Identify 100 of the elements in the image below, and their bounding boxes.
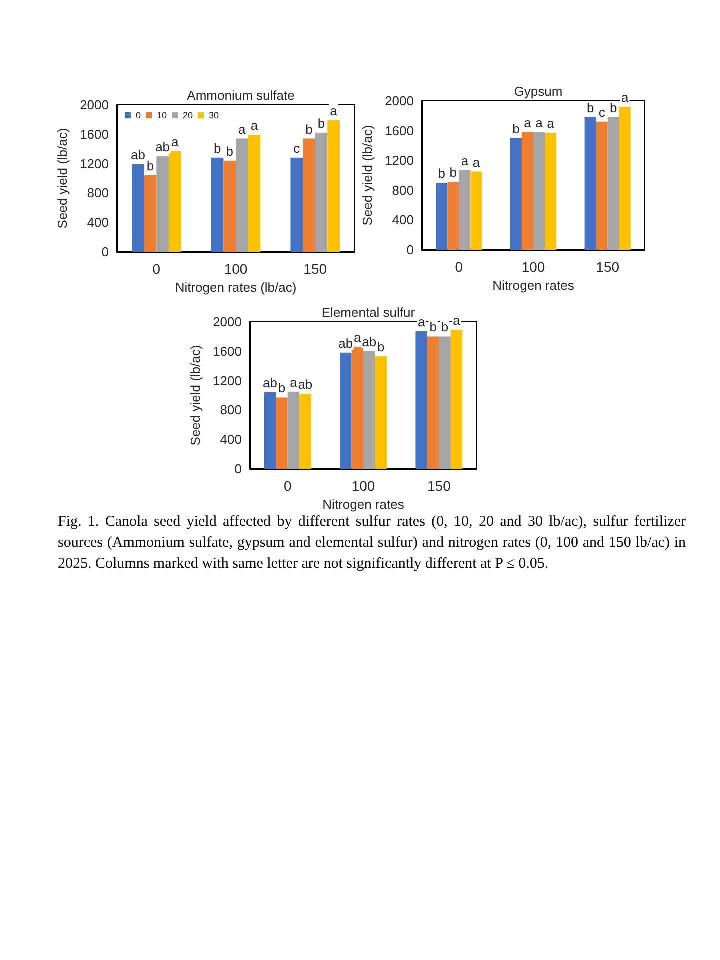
x-tick-label: 150 (304, 261, 328, 277)
bar (132, 164, 144, 252)
data-label: b (306, 122, 313, 137)
bar (584, 117, 596, 250)
y-tick-label: 400 (87, 215, 109, 230)
bar (364, 351, 376, 469)
y-axis-title: Seed yield (lb/ac) (360, 125, 376, 226)
bar (276, 398, 288, 469)
chart-title: Elemental sulfur (322, 305, 416, 320)
bar (470, 172, 482, 250)
data-label: a (171, 134, 180, 150)
data-label: ab (338, 336, 354, 351)
bar (427, 336, 440, 469)
y-tick-label: 1600 (385, 123, 414, 138)
data-label: a (330, 103, 338, 118)
data-label: b (450, 165, 458, 180)
bar (144, 176, 157, 252)
bar (300, 394, 312, 469)
bar (436, 182, 448, 250)
legend-label: 10 (157, 110, 168, 120)
bar (596, 122, 608, 250)
y-tick-label: 800 (220, 402, 242, 418)
data-label: b (610, 100, 618, 116)
bar (352, 346, 364, 469)
bar (510, 138, 522, 250)
y-tick-label: 1600 (213, 344, 242, 359)
data-label: b (377, 340, 385, 355)
data-label: b (214, 140, 222, 156)
bar (416, 332, 428, 469)
data-label: a (354, 330, 362, 345)
bar (211, 158, 224, 252)
data-label: b (430, 320, 437, 335)
bar (248, 135, 261, 252)
bar (290, 158, 304, 252)
data-label: b (441, 320, 449, 335)
data-label: c (598, 104, 606, 120)
x-tick-label: 100 (352, 478, 376, 494)
data-label: a (547, 116, 556, 132)
legend-label: 0 (136, 110, 142, 120)
x-tick-label: 100 (522, 259, 546, 275)
data-label: b (438, 166, 446, 181)
bar (439, 336, 451, 469)
data-label: a (250, 118, 259, 134)
y-tick-label: 2000 (80, 98, 109, 112)
bar (264, 392, 276, 469)
x-tick-label: 0 (284, 478, 292, 494)
data-label: b (146, 158, 154, 174)
data-label: ab (362, 334, 377, 350)
bar (224, 160, 236, 252)
x-tick-label: 100 (224, 261, 248, 277)
data-label: b (226, 144, 234, 159)
bar (608, 117, 620, 250)
data-label: a (453, 313, 462, 328)
y-tick-label: 0 (234, 462, 242, 476)
data-label: a (418, 314, 426, 330)
y-tick-label: 1600 (80, 126, 109, 142)
bar (315, 132, 328, 252)
data-label: b (586, 100, 594, 116)
data-label: a (622, 90, 630, 105)
y-axis-title: Seed yield (lb/ac) (188, 345, 204, 446)
data-label: b (278, 380, 286, 396)
bar (168, 151, 182, 252)
legend-label: 20 (183, 110, 194, 120)
x-axis-title: Nitrogen rates (lb/ac) (175, 280, 297, 295)
y-tick-label: 1200 (80, 156, 109, 172)
x-axis-title: Nitrogen rates (322, 496, 405, 512)
data-label: b (318, 116, 326, 131)
y-axis-title: Seed yield (lb/ac) (55, 128, 70, 229)
data-label: a (290, 374, 298, 390)
x-tick-label: 150 (427, 478, 452, 494)
y-tick-label: 800 (87, 186, 109, 201)
data-label: b (512, 121, 520, 136)
data-label: a (536, 115, 544, 130)
y-tick-label: 1200 (213, 373, 242, 388)
bar (448, 182, 460, 250)
bar (534, 132, 546, 250)
data-label: a (472, 154, 481, 170)
y-tick-label: 0 (102, 244, 109, 260)
bar (236, 138, 248, 252)
y-tick-label: 2000 (213, 314, 242, 330)
y-tick-label: 1200 (385, 153, 414, 168)
data-label: a (238, 122, 247, 137)
y-tick-label: 400 (220, 432, 242, 448)
x-tick-label: 0 (152, 261, 161, 277)
bar (459, 170, 471, 250)
y-tick-label: 0 (406, 242, 414, 258)
bar (450, 330, 463, 469)
x-tick-label: 0 (455, 259, 464, 275)
bar (303, 138, 316, 252)
bar (545, 133, 557, 250)
data-label: a (524, 115, 532, 130)
bar (288, 392, 300, 469)
data-label: ab (130, 148, 146, 163)
bar (619, 106, 631, 250)
y-tick-label: 2000 (385, 94, 414, 108)
data-label: a (461, 153, 470, 168)
y-tick-label: 800 (392, 182, 414, 198)
caption: Fig. 1. Canola seed yield affected by different sulfur rates (0, 10, 20 and 30 lb/ac), sulfur fertilizer sources (Ammonium sulfate, gypsum and elemental sulfur) and nitrogen rates (0, 100 and 150 lb/ac) in 2025. Columns marked with same letter are not significantly different at P ≤ 0.05. (58, 513, 686, 574)
legend-label: 30 (209, 110, 220, 120)
data-label: ab (156, 139, 170, 154)
